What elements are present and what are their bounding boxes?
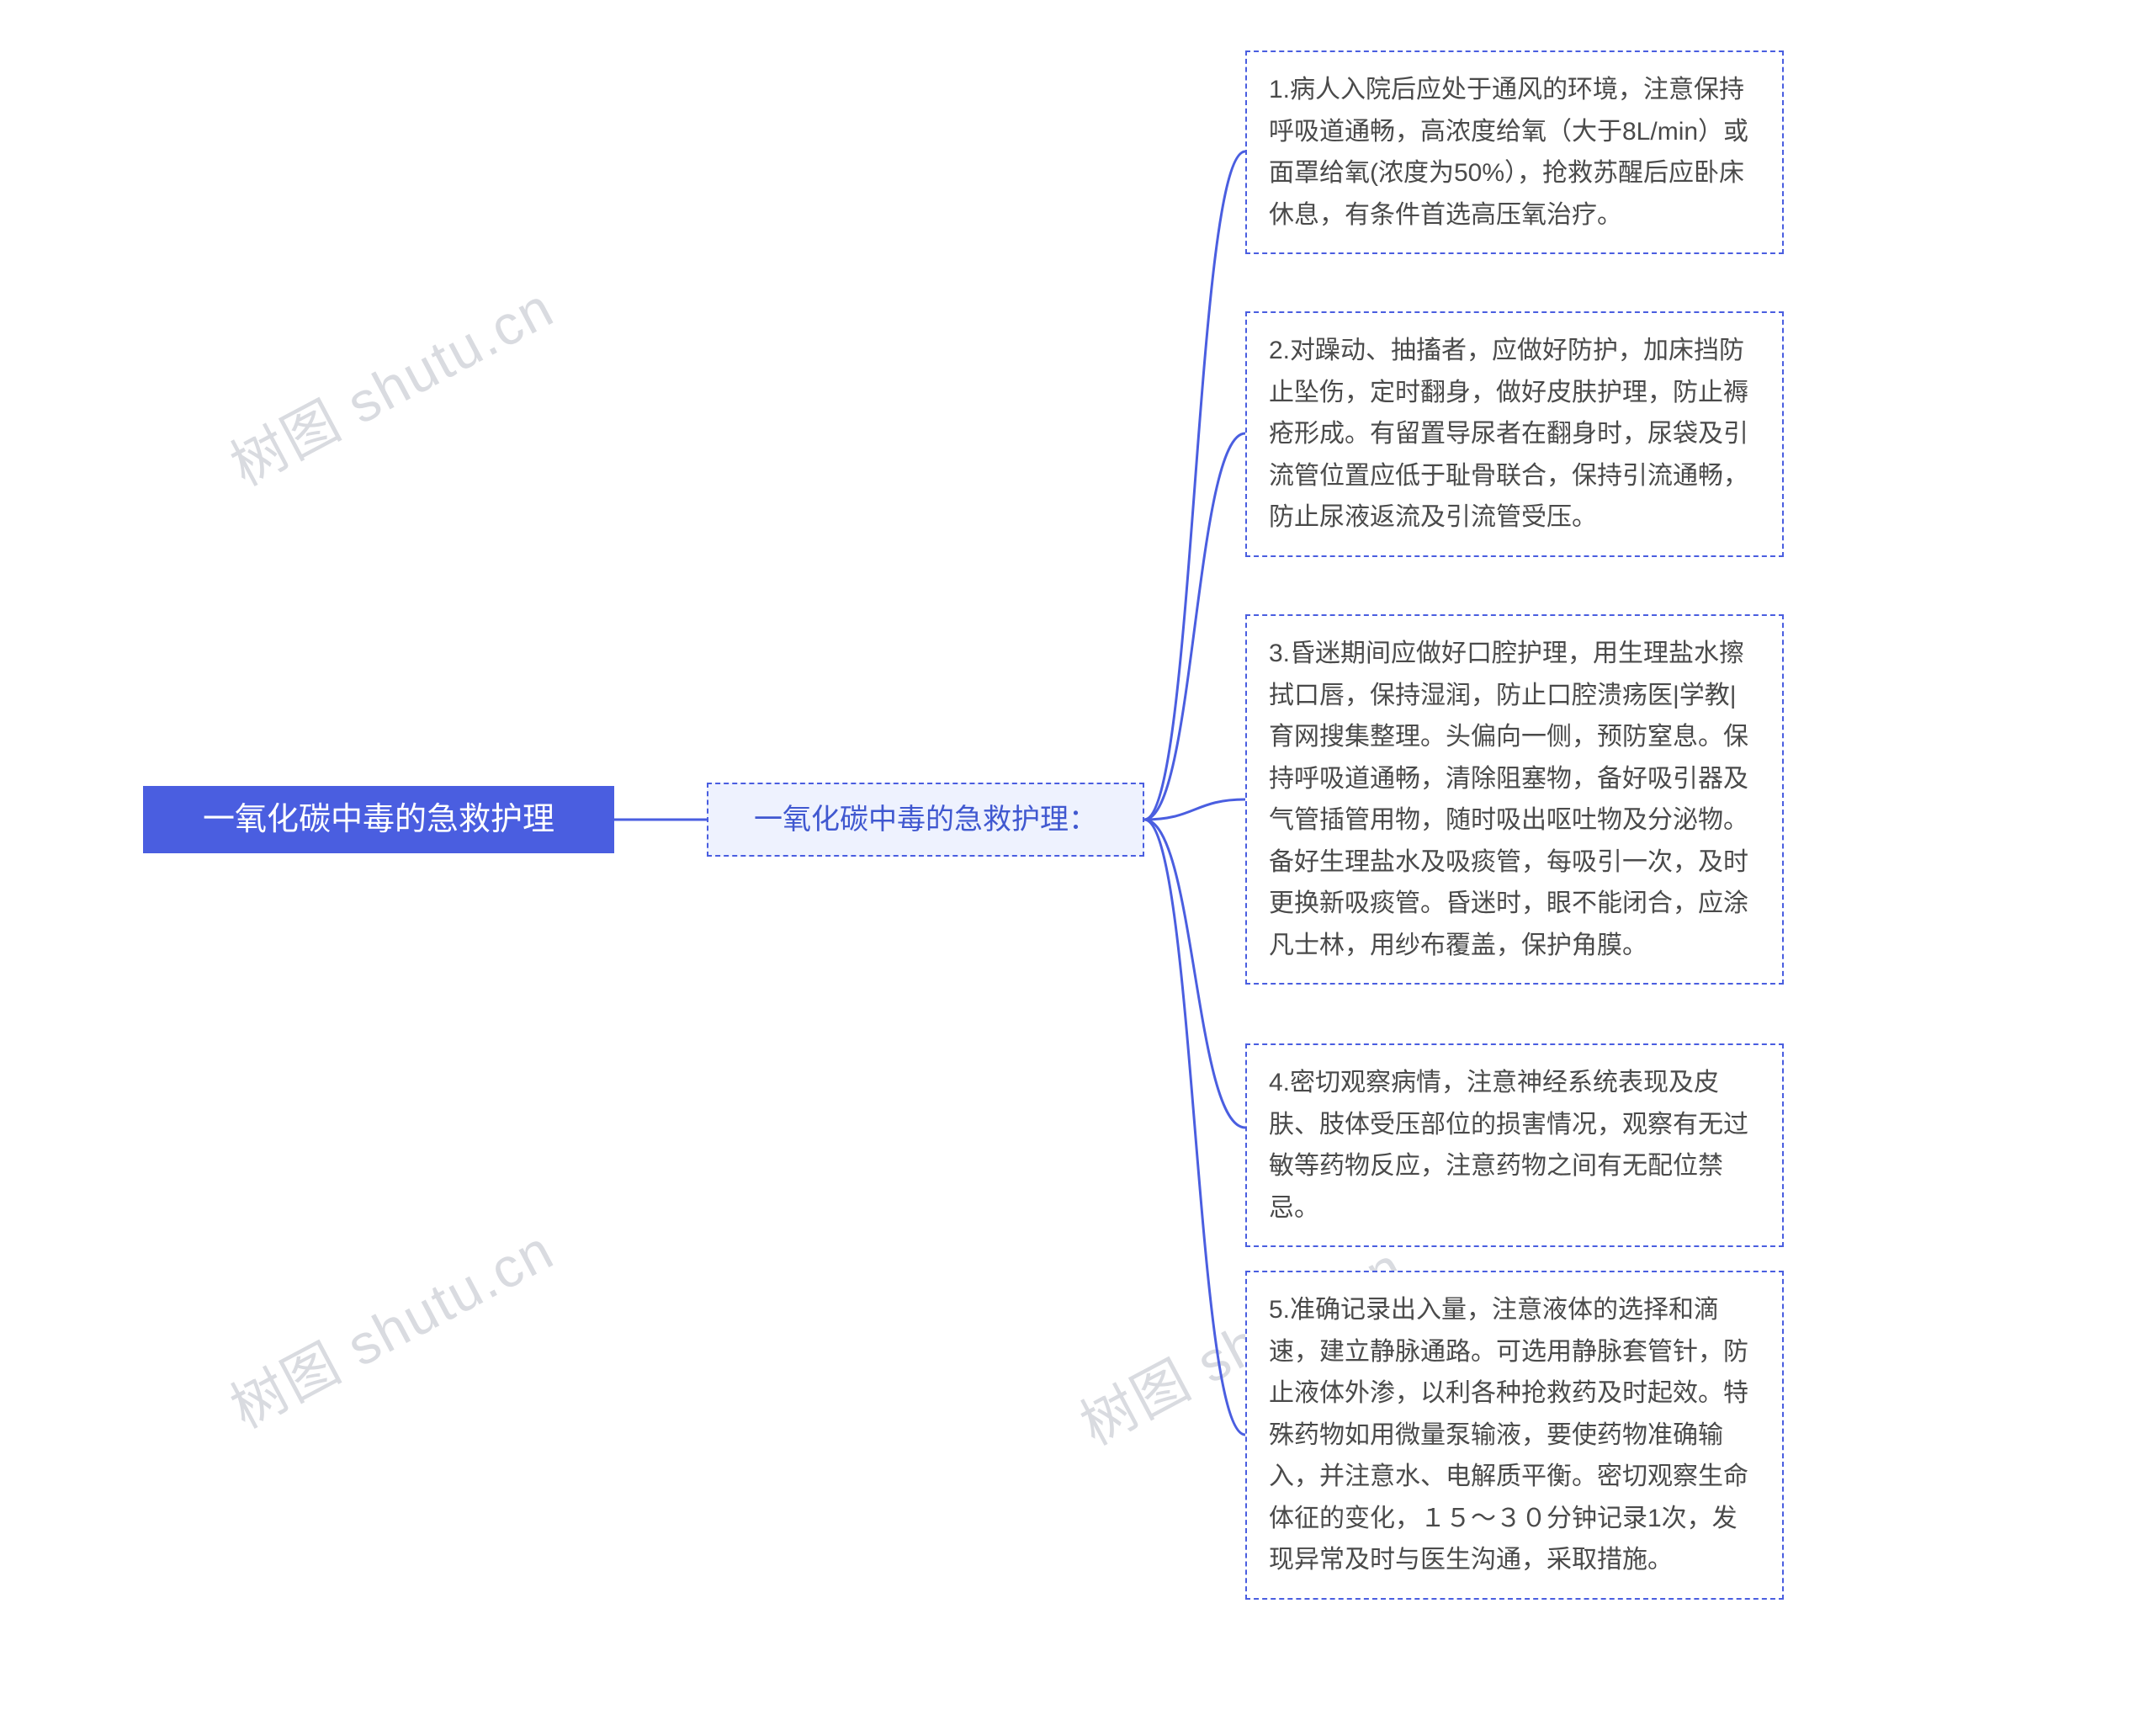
root-label: 一氧化碳中毒的急救护理 xyxy=(203,794,554,846)
sub-node: 一氧化碳中毒的急救护理： xyxy=(707,783,1144,857)
leaf-text: 3.昏迷期间应做好口腔护理，用生理盐水擦拭口唇，保持湿润，防止口腔溃疡医|学教|… xyxy=(1269,633,1760,966)
leaf-node-1: 1.病人入院后应处于通风的环境，注意保持呼吸道通畅，高浓度给氧（大于8L/min… xyxy=(1245,50,1784,254)
leaf-node-3: 3.昏迷期间应做好口腔护理，用生理盐水擦拭口唇，保持湿润，防止口腔溃疡医|学教|… xyxy=(1245,614,1784,985)
connector-layer xyxy=(0,0,2154,1736)
leaf-text: 5.准确记录出入量，注意液体的选择和滴速，建立静脉通路。可选用静脉套管针，防止液… xyxy=(1269,1289,1760,1581)
diagram-canvas: 树图 shutu.cn 树图 shutu.cn 树图 shutu.cn 一氧化碳… xyxy=(0,0,2154,1736)
leaf-text: 1.病人入院后应处于通风的环境，注意保持呼吸道通畅，高浓度给氧（大于8L/min… xyxy=(1269,69,1760,236)
watermark: 树图 shutu.cn xyxy=(215,1206,566,1444)
watermark: 树图 shutu.cn xyxy=(215,263,566,502)
leaf-node-5: 5.准确记录出入量，注意液体的选择和滴速，建立静脉通路。可选用静脉套管针，防止液… xyxy=(1245,1271,1784,1600)
leaf-text: 2.对躁动、抽搐者，应做好防护，加床挡防止坠伤，定时翻身，做好皮肤护理，防止褥疮… xyxy=(1269,330,1760,539)
leaf-text: 4.密切观察病情，注意神经系统表现及皮肤、肢体受压部位的损害情况，观察有无过敏等… xyxy=(1269,1062,1760,1229)
leaf-node-2: 2.对躁动、抽搐者，应做好防护，加床挡防止坠伤，定时翻身，做好皮肤护理，防止褥疮… xyxy=(1245,311,1784,557)
root-node: 一氧化碳中毒的急救护理 xyxy=(143,786,614,853)
leaf-node-4: 4.密切观察病情，注意神经系统表现及皮肤、肢体受压部位的损害情况，观察有无过敏等… xyxy=(1245,1043,1784,1247)
sub-label: 一氧化碳中毒的急救护理： xyxy=(754,797,1097,842)
